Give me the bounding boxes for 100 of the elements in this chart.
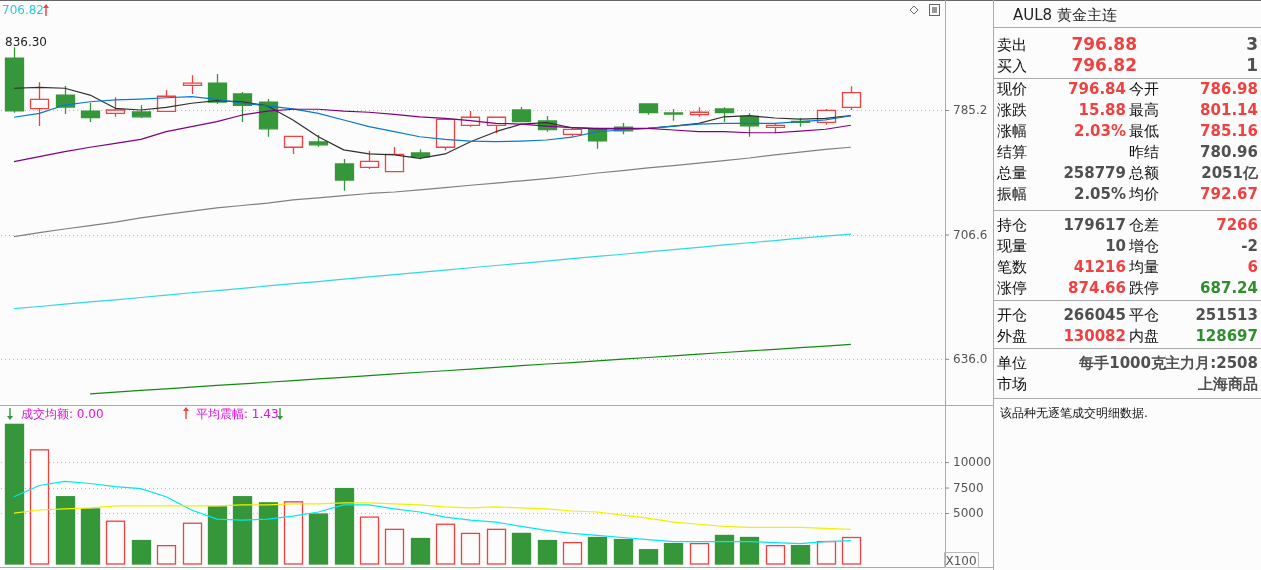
text: 128697 — [1195, 327, 1258, 345]
bar — [663, 542, 684, 565]
text: 内盘 — [1129, 327, 1159, 345]
text: 仓差 — [1129, 216, 1159, 234]
text: 涨幅 — [997, 122, 1027, 140]
candlestick — [80, 102, 101, 123]
text: 2.05% — [1073, 185, 1126, 203]
text: 增仓 — [1128, 237, 1159, 255]
bar — [258, 502, 279, 565]
candlestick — [308, 134, 329, 148]
y-tick-label: 706.6 — [953, 227, 988, 242]
text: 外盘 — [997, 327, 1027, 345]
text: 主力月:2508 — [1164, 354, 1258, 372]
text: 785.16 — [1200, 122, 1258, 140]
text: 687.24 — [1200, 279, 1258, 297]
text: 单位 — [997, 354, 1027, 372]
candlestick — [562, 127, 583, 138]
bar — [105, 520, 126, 565]
line-series — [13, 502, 852, 530]
bar — [283, 501, 304, 565]
bar — [359, 516, 380, 565]
text: 1 — [1246, 55, 1258, 75]
text: 上海商品 — [1197, 375, 1258, 393]
candlestick — [182, 74, 203, 95]
bar — [765, 545, 786, 565]
candlestick — [663, 108, 684, 122]
text: 179617 — [1063, 216, 1126, 234]
text: 2051亿 — [1201, 164, 1259, 182]
text: 每手1000克 — [1078, 354, 1167, 372]
text: 最高 — [1129, 101, 1159, 119]
bar — [232, 496, 253, 565]
text: 昨结 — [1129, 143, 1159, 161]
bar — [435, 523, 456, 565]
candlestick — [511, 106, 532, 123]
bar — [739, 536, 760, 565]
text: 796.82 — [1071, 55, 1137, 75]
text: 持仓 — [997, 216, 1027, 234]
text: 跌停 — [1129, 279, 1159, 297]
text: 卖出 — [997, 36, 1027, 54]
y-tick-label: 7500 — [953, 480, 984, 495]
text: 该品种无逐笔成交明细数据. — [1000, 406, 1148, 420]
text: 780.96 — [1200, 143, 1258, 161]
text: 涨停 — [997, 279, 1027, 297]
text: 266045 — [1063, 306, 1126, 324]
text: 今开 — [1129, 80, 1159, 98]
candlestick — [55, 85, 76, 115]
candlestick — [410, 148, 431, 160]
text: 笔数 — [997, 258, 1027, 276]
bar — [562, 541, 583, 565]
line-series — [89, 343, 852, 395]
text: 总量 — [996, 164, 1027, 182]
text: 振幅 — [997, 185, 1027, 203]
annotation: 成交均额: 0.00 — [21, 407, 104, 421]
bar — [156, 545, 177, 565]
text: 10 — [1105, 237, 1126, 255]
candlestick — [384, 146, 405, 173]
text: 市场 — [997, 375, 1027, 393]
bar — [182, 522, 203, 565]
text: 796.88 — [1071, 34, 1137, 54]
bar — [638, 549, 659, 565]
line-series — [13, 96, 852, 143]
bar — [4, 423, 25, 565]
text: 41216 — [1073, 258, 1126, 276]
text: 15.88 — [1078, 101, 1126, 119]
bar — [384, 528, 405, 565]
bar — [537, 539, 558, 565]
text: AUL8 黄金主连 — [1013, 6, 1117, 24]
line-series — [13, 146, 852, 238]
candlestick — [131, 104, 152, 119]
y-tick-label: 785.2 — [953, 103, 988, 118]
text: 874.66 — [1068, 279, 1126, 297]
text: 均量 — [1128, 258, 1159, 276]
text: 6 — [1247, 258, 1258, 276]
bar — [80, 508, 101, 565]
text: 2.03% — [1073, 122, 1126, 140]
line-series — [13, 108, 852, 163]
candlestick — [714, 106, 735, 123]
text: 最低 — [1129, 122, 1159, 140]
bar — [841, 536, 862, 565]
text: 801.14 — [1200, 101, 1258, 119]
text: 现量 — [997, 237, 1027, 255]
candlestick — [435, 118, 456, 151]
bar — [689, 542, 710, 565]
text: 251513 — [1195, 306, 1258, 324]
bar — [613, 538, 634, 565]
candlestick — [334, 158, 355, 192]
text: 796.84 — [1068, 80, 1126, 98]
candlestick — [4, 46, 25, 114]
annotation: 平均震幅: 1.43 — [196, 407, 279, 421]
text: 开仓 — [997, 306, 1027, 324]
text: 现价 — [997, 80, 1027, 98]
bar — [714, 534, 735, 565]
text: 792.67 — [1200, 185, 1258, 203]
candlestick — [841, 85, 862, 111]
y-tick-label: 10000 — [953, 455, 992, 470]
bar — [460, 532, 481, 565]
bar — [410, 537, 431, 565]
text: 总额 — [1128, 164, 1159, 182]
candlestick — [638, 103, 659, 116]
bar — [790, 545, 811, 565]
